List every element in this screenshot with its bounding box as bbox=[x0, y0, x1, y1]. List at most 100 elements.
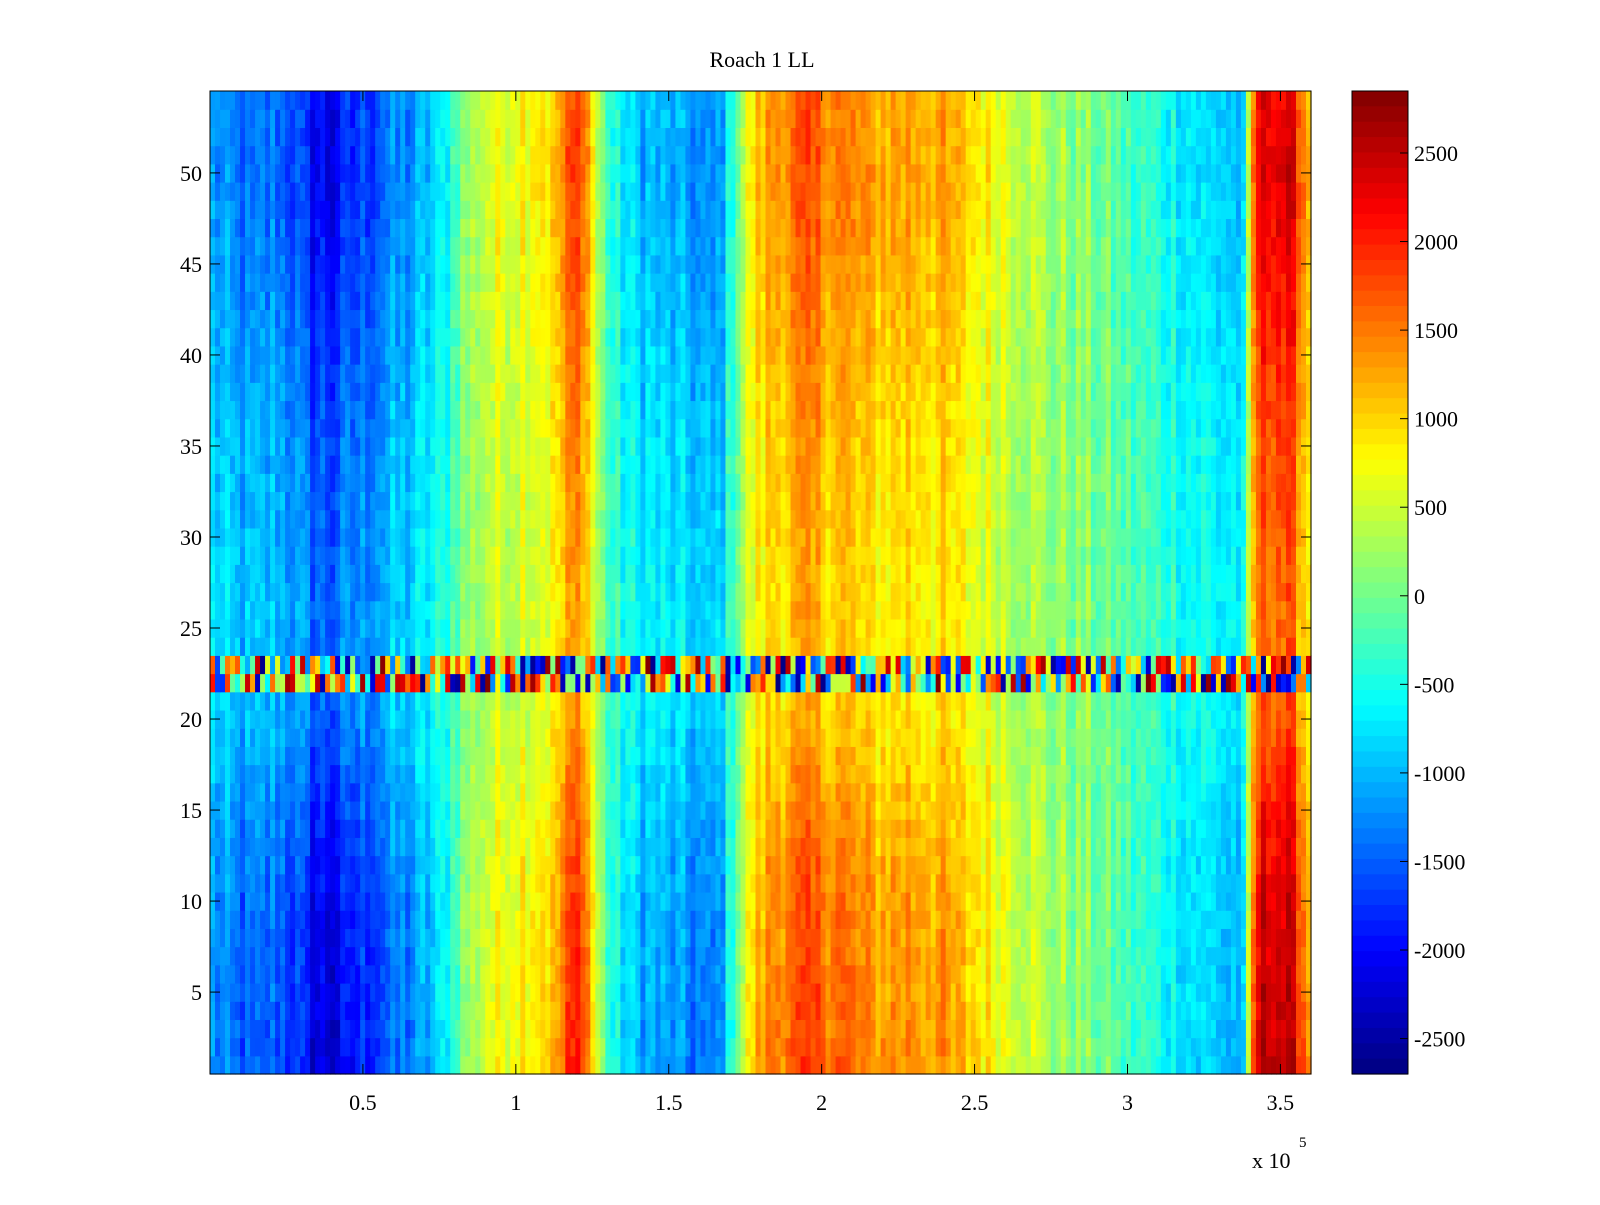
heatmap-cell bbox=[545, 764, 551, 784]
heatmap-cell bbox=[1155, 964, 1162, 984]
heatmap-cell bbox=[370, 819, 376, 838]
heatmap-cell bbox=[1070, 964, 1077, 984]
heatmap-cell bbox=[430, 800, 436, 820]
heatmap-cell bbox=[860, 928, 867, 948]
heatmap-cell bbox=[1275, 946, 1282, 966]
heatmap-cell bbox=[1050, 910, 1057, 929]
heatmap-cell bbox=[935, 764, 942, 784]
heatmap-cell bbox=[820, 709, 827, 729]
heatmap-cell bbox=[1060, 928, 1067, 948]
heatmap-cell bbox=[890, 691, 897, 711]
heatmap-cell bbox=[225, 946, 231, 966]
heatmap-cell bbox=[690, 964, 697, 984]
heatmap-cell bbox=[1080, 855, 1087, 875]
heatmap-cell bbox=[495, 1037, 501, 1057]
heatmap-cell bbox=[1105, 819, 1112, 838]
heatmap-cell bbox=[745, 982, 752, 1002]
heatmap-cell bbox=[630, 910, 636, 929]
heatmap-cell bbox=[470, 764, 476, 784]
heatmap-cell bbox=[1145, 837, 1152, 857]
heatmap-cell bbox=[905, 891, 912, 911]
heatmap-cell bbox=[785, 728, 792, 747]
heatmap-cell bbox=[745, 910, 752, 929]
heatmap-cell bbox=[645, 982, 651, 1002]
heatmap-cell bbox=[325, 673, 331, 693]
heatmap-cell bbox=[265, 782, 271, 802]
heatmap-cell bbox=[1175, 855, 1182, 875]
heatmap-cell bbox=[360, 982, 366, 1002]
heatmap-cell bbox=[1115, 709, 1122, 729]
heatmap-cell bbox=[530, 691, 536, 711]
heatmap-cell bbox=[855, 819, 862, 838]
heatmap-cell bbox=[625, 746, 631, 766]
heatmap-cell bbox=[1090, 910, 1097, 929]
heatmap-cell bbox=[375, 764, 381, 784]
heatmap-cell bbox=[295, 837, 301, 857]
heatmap-cell bbox=[1280, 673, 1287, 693]
heatmap-cell bbox=[725, 655, 732, 675]
heatmap-cell bbox=[760, 964, 767, 984]
heatmap-cell bbox=[620, 673, 626, 693]
heatmap-cell bbox=[670, 1019, 677, 1039]
heatmap-cell bbox=[750, 800, 757, 820]
heatmap-cell bbox=[730, 819, 737, 838]
heatmap-cell bbox=[420, 709, 426, 729]
heatmap-cell bbox=[1145, 910, 1152, 929]
heatmap-cell bbox=[935, 855, 942, 875]
heatmap-cell bbox=[1050, 928, 1057, 948]
heatmap-cell bbox=[1110, 709, 1117, 729]
heatmap-cell bbox=[215, 655, 221, 675]
heatmap-cell bbox=[740, 982, 747, 1002]
heatmap-cell bbox=[400, 655, 406, 675]
heatmap-cell bbox=[905, 691, 912, 711]
heatmap-cell bbox=[520, 964, 526, 984]
heatmap-cell bbox=[365, 673, 371, 693]
heatmap-cell bbox=[870, 782, 877, 802]
heatmap-cell bbox=[350, 709, 356, 729]
heatmap-cell bbox=[615, 964, 621, 984]
heatmap-cell bbox=[950, 673, 957, 693]
heatmap-cell bbox=[845, 910, 852, 929]
heatmap-cell bbox=[390, 873, 396, 893]
heatmap-cell bbox=[455, 837, 461, 857]
heatmap-cell bbox=[930, 709, 937, 729]
heatmap-cell bbox=[680, 982, 687, 1002]
heatmap-cell bbox=[265, 728, 271, 747]
heatmap-cell bbox=[1095, 837, 1102, 857]
heatmap-cell bbox=[1125, 691, 1132, 711]
heatmap-cell bbox=[1060, 873, 1067, 893]
heatmap-cell bbox=[805, 1055, 812, 1075]
heatmap-cell bbox=[320, 709, 326, 729]
heatmap-cell bbox=[335, 891, 341, 911]
heatmap-cell bbox=[1306, 837, 1312, 857]
heatmap-cell bbox=[1180, 800, 1187, 820]
heatmap-cell bbox=[555, 691, 561, 711]
heatmap-cell bbox=[725, 855, 732, 875]
heatmap-cell bbox=[455, 982, 461, 1002]
heatmap-cell bbox=[1190, 873, 1197, 893]
heatmap-cell bbox=[1105, 891, 1112, 911]
heatmap-cell bbox=[350, 837, 356, 857]
heatmap-cell bbox=[475, 964, 481, 984]
heatmap-cell bbox=[410, 855, 416, 875]
heatmap-cell bbox=[320, 982, 326, 1002]
heatmap-cell bbox=[325, 746, 331, 766]
heatmap-cell bbox=[805, 819, 812, 838]
heatmap-cell bbox=[1220, 891, 1227, 911]
heatmap-cell bbox=[310, 764, 316, 784]
heatmap-cell bbox=[385, 764, 391, 784]
heatmap-cell bbox=[265, 1001, 271, 1020]
heatmap-cell bbox=[265, 873, 271, 893]
heatmap-cell bbox=[770, 709, 777, 729]
heatmap-cell bbox=[775, 1055, 782, 1075]
heatmap-cell bbox=[670, 764, 677, 784]
heatmap-cell bbox=[370, 1019, 376, 1039]
heatmap-cell bbox=[435, 873, 441, 893]
heatmap-cell bbox=[770, 746, 777, 766]
heatmap-cell bbox=[310, 746, 316, 766]
heatmap-cell bbox=[1025, 1055, 1032, 1075]
heatmap-cell bbox=[425, 709, 431, 729]
heatmap-cell bbox=[1170, 691, 1177, 711]
heatmap-cell bbox=[700, 782, 707, 802]
heatmap-cell bbox=[955, 728, 962, 747]
